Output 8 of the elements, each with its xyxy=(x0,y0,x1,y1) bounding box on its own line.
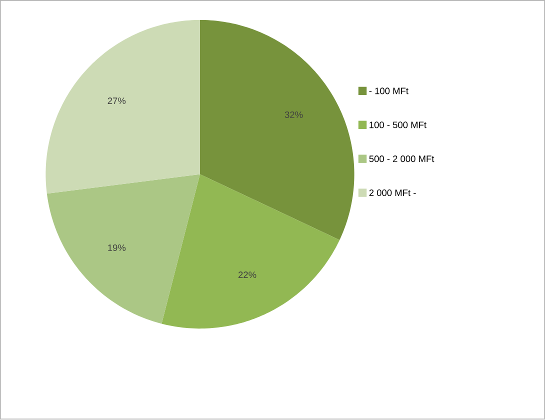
data-label: 22% xyxy=(238,272,256,278)
data-label: 27% xyxy=(108,98,126,104)
data-label: 19% xyxy=(108,244,126,252)
legend-label: 2 000 MFt - xyxy=(369,190,416,196)
data-label: 32% xyxy=(284,112,303,118)
legend-label: 500 - 2 000 MFt xyxy=(369,156,434,162)
legend-label: - 100 MFt xyxy=(369,88,408,94)
legend-label: 100 - 500 MFt xyxy=(370,122,426,128)
